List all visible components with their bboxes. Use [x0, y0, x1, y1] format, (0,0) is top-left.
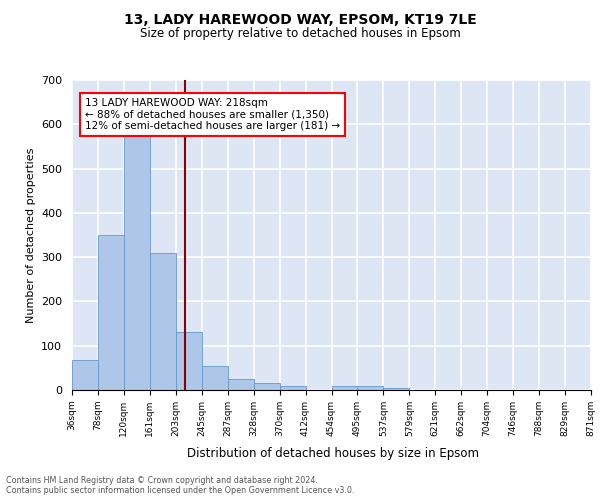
Bar	[150, 252, 176, 390]
Y-axis label: Number of detached properties: Number of detached properties	[26, 148, 35, 322]
Bar	[72, 360, 98, 390]
Text: Distribution of detached houses by size in Epsom: Distribution of detached houses by size …	[187, 448, 479, 460]
Bar	[176, 332, 202, 390]
Bar	[202, 366, 228, 390]
Bar	[124, 133, 150, 390]
Bar	[358, 386, 383, 390]
Bar	[98, 235, 124, 390]
Text: Contains HM Land Registry data © Crown copyright and database right 2024.
Contai: Contains HM Land Registry data © Crown c…	[6, 476, 355, 495]
Bar	[331, 386, 358, 390]
Bar	[228, 379, 254, 390]
Text: 13, LADY HAREWOOD WAY, EPSOM, KT19 7LE: 13, LADY HAREWOOD WAY, EPSOM, KT19 7LE	[124, 12, 476, 26]
Text: 13 LADY HAREWOOD WAY: 218sqm
← 88% of detached houses are smaller (1,350)
12% of: 13 LADY HAREWOOD WAY: 218sqm ← 88% of de…	[85, 98, 340, 131]
Text: Size of property relative to detached houses in Epsom: Size of property relative to detached ho…	[140, 28, 460, 40]
Bar	[254, 384, 280, 390]
Bar	[383, 388, 409, 390]
Bar	[280, 386, 305, 390]
